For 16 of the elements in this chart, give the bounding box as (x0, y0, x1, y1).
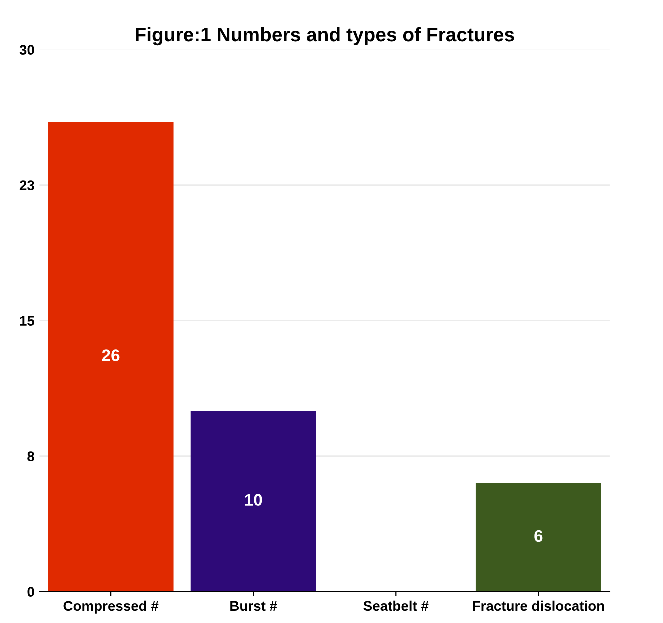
bar (48, 122, 174, 592)
x-tick-label: Compressed # (64, 600, 159, 614)
bar (476, 483, 602, 592)
y-tick-label: 0 (28, 587, 34, 598)
y-tick-label: 23 (20, 180, 34, 191)
y-tick-label: 30 (20, 45, 34, 56)
data-label: 10 (245, 494, 262, 506)
x-tick-label: Burst # (230, 601, 278, 612)
data-label: 6 (534, 530, 543, 542)
y-tick-label: 15 (20, 316, 35, 326)
x-tick-label: Seatbelt # (364, 600, 429, 612)
bar (190, 411, 316, 592)
y-tick-label: 8 (28, 452, 34, 462)
data-label: 26 (102, 350, 120, 362)
chart-title: Figure:1 Numbers and types of Fractures (136, 27, 514, 46)
x-tick-label: Fracture dislocation (473, 600, 604, 612)
